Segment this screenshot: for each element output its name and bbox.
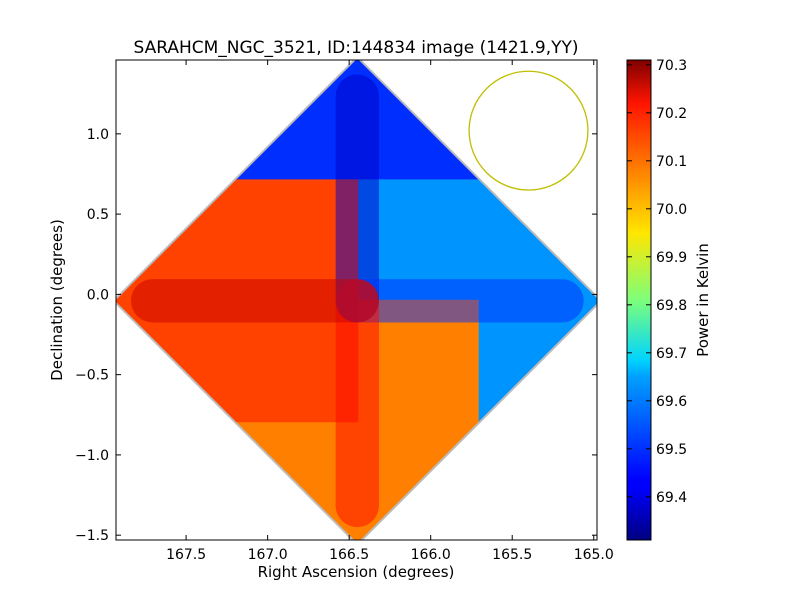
y-axis-ticks: 1.0 0.5 0.0 −0.5 −1.0 −1.5 bbox=[75, 127, 597, 544]
y-tick-label: −1.5 bbox=[75, 528, 109, 544]
colorbar-tick-label: 70.3 bbox=[656, 58, 687, 74]
x-tick-label: 167.5 bbox=[166, 547, 206, 563]
x-tick-label: 167.0 bbox=[248, 547, 288, 563]
y-tick-label: 0.5 bbox=[87, 207, 109, 223]
x-tick-label: 165.5 bbox=[492, 547, 532, 563]
x-axis-ticks: 167.5 167.0 166.5 166.0 165.5 165.0 bbox=[166, 60, 614, 563]
colorbar-tick-label: 70.0 bbox=[656, 202, 687, 218]
y-tick-label: −1.0 bbox=[75, 448, 109, 464]
colorbar-tick-label: 69.6 bbox=[656, 394, 687, 410]
colorbar-tick-label: 70.1 bbox=[656, 154, 687, 170]
x-axis-label: Right Ascension (degrees) bbox=[258, 563, 455, 581]
y-tick-label: −0.5 bbox=[75, 368, 109, 384]
colorbar-tick-label: 69.4 bbox=[656, 490, 687, 506]
y-tick-label: 1.0 bbox=[87, 127, 109, 143]
x-tick-label: 165.0 bbox=[574, 547, 614, 563]
colorbar-tick-label: 69.5 bbox=[656, 442, 687, 458]
colorbar-tick-label: 69.8 bbox=[656, 298, 687, 314]
y-tick-label: 0.0 bbox=[87, 287, 109, 303]
colorbar-ticks: 70.3 70.2 70.1 70.0 69.9 69.8 69.7 69.6 69.5 69.4 bbox=[627, 58, 687, 506]
colorbar-label: Power in Kelvin bbox=[694, 243, 712, 357]
colorbar bbox=[626, 59, 652, 541]
colorbar-tick-label: 69.9 bbox=[656, 250, 687, 266]
beam-circle bbox=[468, 70, 589, 191]
colorbar-tick-label: 70.2 bbox=[656, 106, 687, 122]
plot-frame bbox=[115, 59, 598, 541]
chart-title: SARAHCM_NGC_3521, ID:144834 image (1421.… bbox=[133, 38, 578, 58]
heatmap-image bbox=[116, 60, 597, 540]
y-axis-label: Declination (degrees) bbox=[48, 219, 66, 381]
x-tick-label: 166.5 bbox=[329, 547, 369, 563]
x-tick-label: 166.0 bbox=[411, 547, 451, 563]
colorbar-tick-label: 69.7 bbox=[656, 346, 687, 362]
